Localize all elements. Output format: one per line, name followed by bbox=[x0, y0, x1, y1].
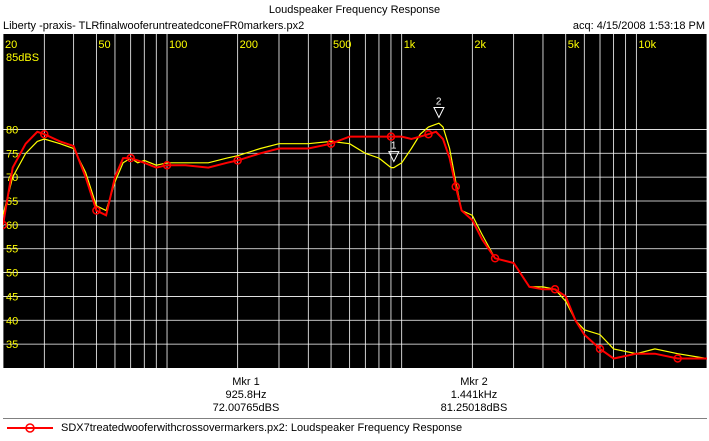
frequency-response-plot[interactable]: 20 50 100 200 500 1k 2k 5k 10k807570656055504540… bbox=[3, 34, 707, 368]
series-red-marker bbox=[673, 354, 682, 363]
y-unit-label: 85dBS bbox=[6, 52, 39, 64]
x-tick-label: 200 bbox=[240, 39, 258, 51]
legend-label: SDX7treatedwooferwithcrossovermarkers.px… bbox=[61, 422, 463, 434]
y-tick-label: 50 bbox=[6, 268, 18, 280]
marker-1-level: 72.00765dBS bbox=[212, 402, 280, 414]
chart-title: Loudspeaker Frequency Response bbox=[268, 4, 441, 16]
x-tick-label: 5k bbox=[568, 39, 580, 51]
y-tick-label: 55 bbox=[6, 244, 18, 256]
series-red-marker bbox=[3, 220, 8, 230]
legend-marker-icon bbox=[25, 423, 35, 433]
marker-2-readout: Mkr 2 1.441kHz 81.25018dBS bbox=[414, 376, 534, 415]
x-tick-label: 1k bbox=[404, 39, 416, 51]
marker-triangle-icon bbox=[433, 106, 445, 119]
series-red-marker bbox=[550, 285, 560, 294]
series-red-marker bbox=[126, 153, 135, 163]
y-tick-label: 40 bbox=[6, 315, 18, 327]
marker-2-label: Mkr 2 bbox=[460, 376, 488, 388]
y-tick-label: 75 bbox=[6, 148, 18, 160]
y-tick-label: 60 bbox=[6, 220, 18, 232]
marker-2-frequency: 1.441kHz bbox=[450, 389, 498, 401]
series-red-marker bbox=[162, 160, 172, 170]
series-red-marker bbox=[386, 132, 396, 141]
x-tick-label: 50 bbox=[98, 39, 110, 51]
x-tick-label: 2k bbox=[474, 39, 486, 51]
series-red-marker bbox=[490, 254, 500, 263]
marker-1-frequency: 925.8Hz bbox=[225, 389, 267, 401]
marker-number-label: 2 bbox=[436, 96, 442, 107]
series-red-marker bbox=[233, 156, 242, 165]
legend-swatch-icon bbox=[7, 423, 53, 433]
file-label: Liberty -praxis- TLRfinalwooferuntreated… bbox=[3, 20, 305, 32]
marker-1-readout: Mkr 1 925.8Hz 72.00765dBS bbox=[186, 376, 306, 415]
marker-1-label: Mkr 1 bbox=[232, 376, 260, 388]
acquisition-timestamp: acq: 4/15/2008 1:53:18 PM bbox=[572, 20, 705, 32]
marker-2-level: 81.25018dBS bbox=[440, 402, 508, 414]
y-tick-label: 35 bbox=[6, 339, 18, 351]
y-tick-label: 80 bbox=[6, 124, 18, 136]
legend: SDX7treatedwooferwithcrossovermarkers.px… bbox=[3, 418, 707, 440]
series-red-marker bbox=[40, 129, 49, 139]
x-tick-label: 10k bbox=[638, 39, 656, 51]
series-red-marker bbox=[92, 206, 101, 215]
series-red-marker bbox=[326, 139, 336, 148]
x-tick-label: 100 bbox=[169, 39, 187, 51]
plot-area[interactable]: 20 50 100 200 500 1k 2k 5k 10k 80 75 70 65 60 55 50 45 40… bbox=[3, 34, 707, 368]
x-tick-label: 500 bbox=[333, 39, 351, 51]
marker-number-label: 1 bbox=[391, 141, 397, 152]
y-tick-label: 65 bbox=[6, 196, 18, 208]
marker-triangle-icon bbox=[388, 151, 400, 163]
series-red-marker bbox=[451, 182, 461, 191]
series-red-marker bbox=[424, 129, 433, 139]
y-tick-label: 45 bbox=[6, 291, 18, 303]
x-tick-label: 20 bbox=[5, 39, 17, 51]
series-red-marker bbox=[595, 344, 605, 354]
series-yellow-line bbox=[3, 122, 707, 360]
series-red-line bbox=[3, 130, 707, 360]
